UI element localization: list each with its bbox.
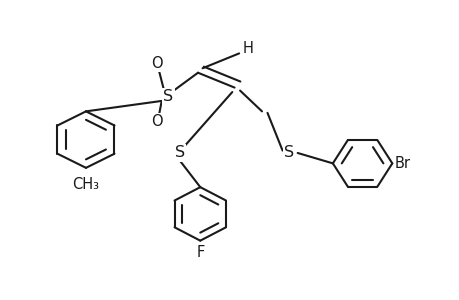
Text: S: S	[174, 146, 185, 160]
Text: O: O	[151, 114, 162, 129]
Text: CH₃: CH₃	[73, 177, 99, 192]
Text: S: S	[163, 89, 173, 104]
Text: S: S	[284, 146, 294, 160]
Text: F: F	[196, 245, 204, 260]
Text: O: O	[151, 56, 162, 71]
Text: Br: Br	[394, 156, 410, 171]
Text: H: H	[242, 41, 253, 56]
